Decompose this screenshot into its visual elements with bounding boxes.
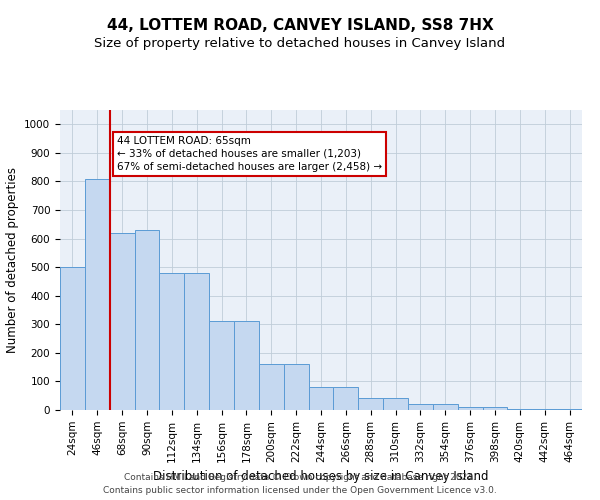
Bar <box>184 273 209 410</box>
Text: 44, LOTTEM ROAD, CANVEY ISLAND, SS8 7HX: 44, LOTTEM ROAD, CANVEY ISLAND, SS8 7HX <box>107 18 493 32</box>
Bar <box>532 408 557 410</box>
Bar <box>110 233 134 410</box>
Bar <box>284 364 308 410</box>
Bar <box>209 322 234 410</box>
Bar <box>508 408 532 410</box>
Bar <box>234 322 259 410</box>
Bar <box>160 273 184 410</box>
Text: Size of property relative to detached houses in Canvey Island: Size of property relative to detached ho… <box>94 38 506 51</box>
Bar <box>259 364 284 410</box>
Bar <box>383 398 408 410</box>
Bar <box>85 178 110 410</box>
Text: Contains HM Land Registry data © Crown copyright and database right 2024.
Contai: Contains HM Land Registry data © Crown c… <box>103 474 497 495</box>
Bar <box>458 407 482 410</box>
Bar <box>433 404 458 410</box>
Bar <box>308 387 334 410</box>
Bar <box>557 409 582 410</box>
X-axis label: Distribution of detached houses by size in Canvey Island: Distribution of detached houses by size … <box>153 470 489 483</box>
Bar <box>358 398 383 410</box>
Bar <box>60 267 85 410</box>
Text: 44 LOTTEM ROAD: 65sqm
← 33% of detached houses are smaller (1,203)
67% of semi-d: 44 LOTTEM ROAD: 65sqm ← 33% of detached … <box>117 136 382 172</box>
Bar <box>408 404 433 410</box>
Bar <box>134 230 160 410</box>
Y-axis label: Number of detached properties: Number of detached properties <box>5 167 19 353</box>
Bar <box>482 407 508 410</box>
Bar <box>334 387 358 410</box>
